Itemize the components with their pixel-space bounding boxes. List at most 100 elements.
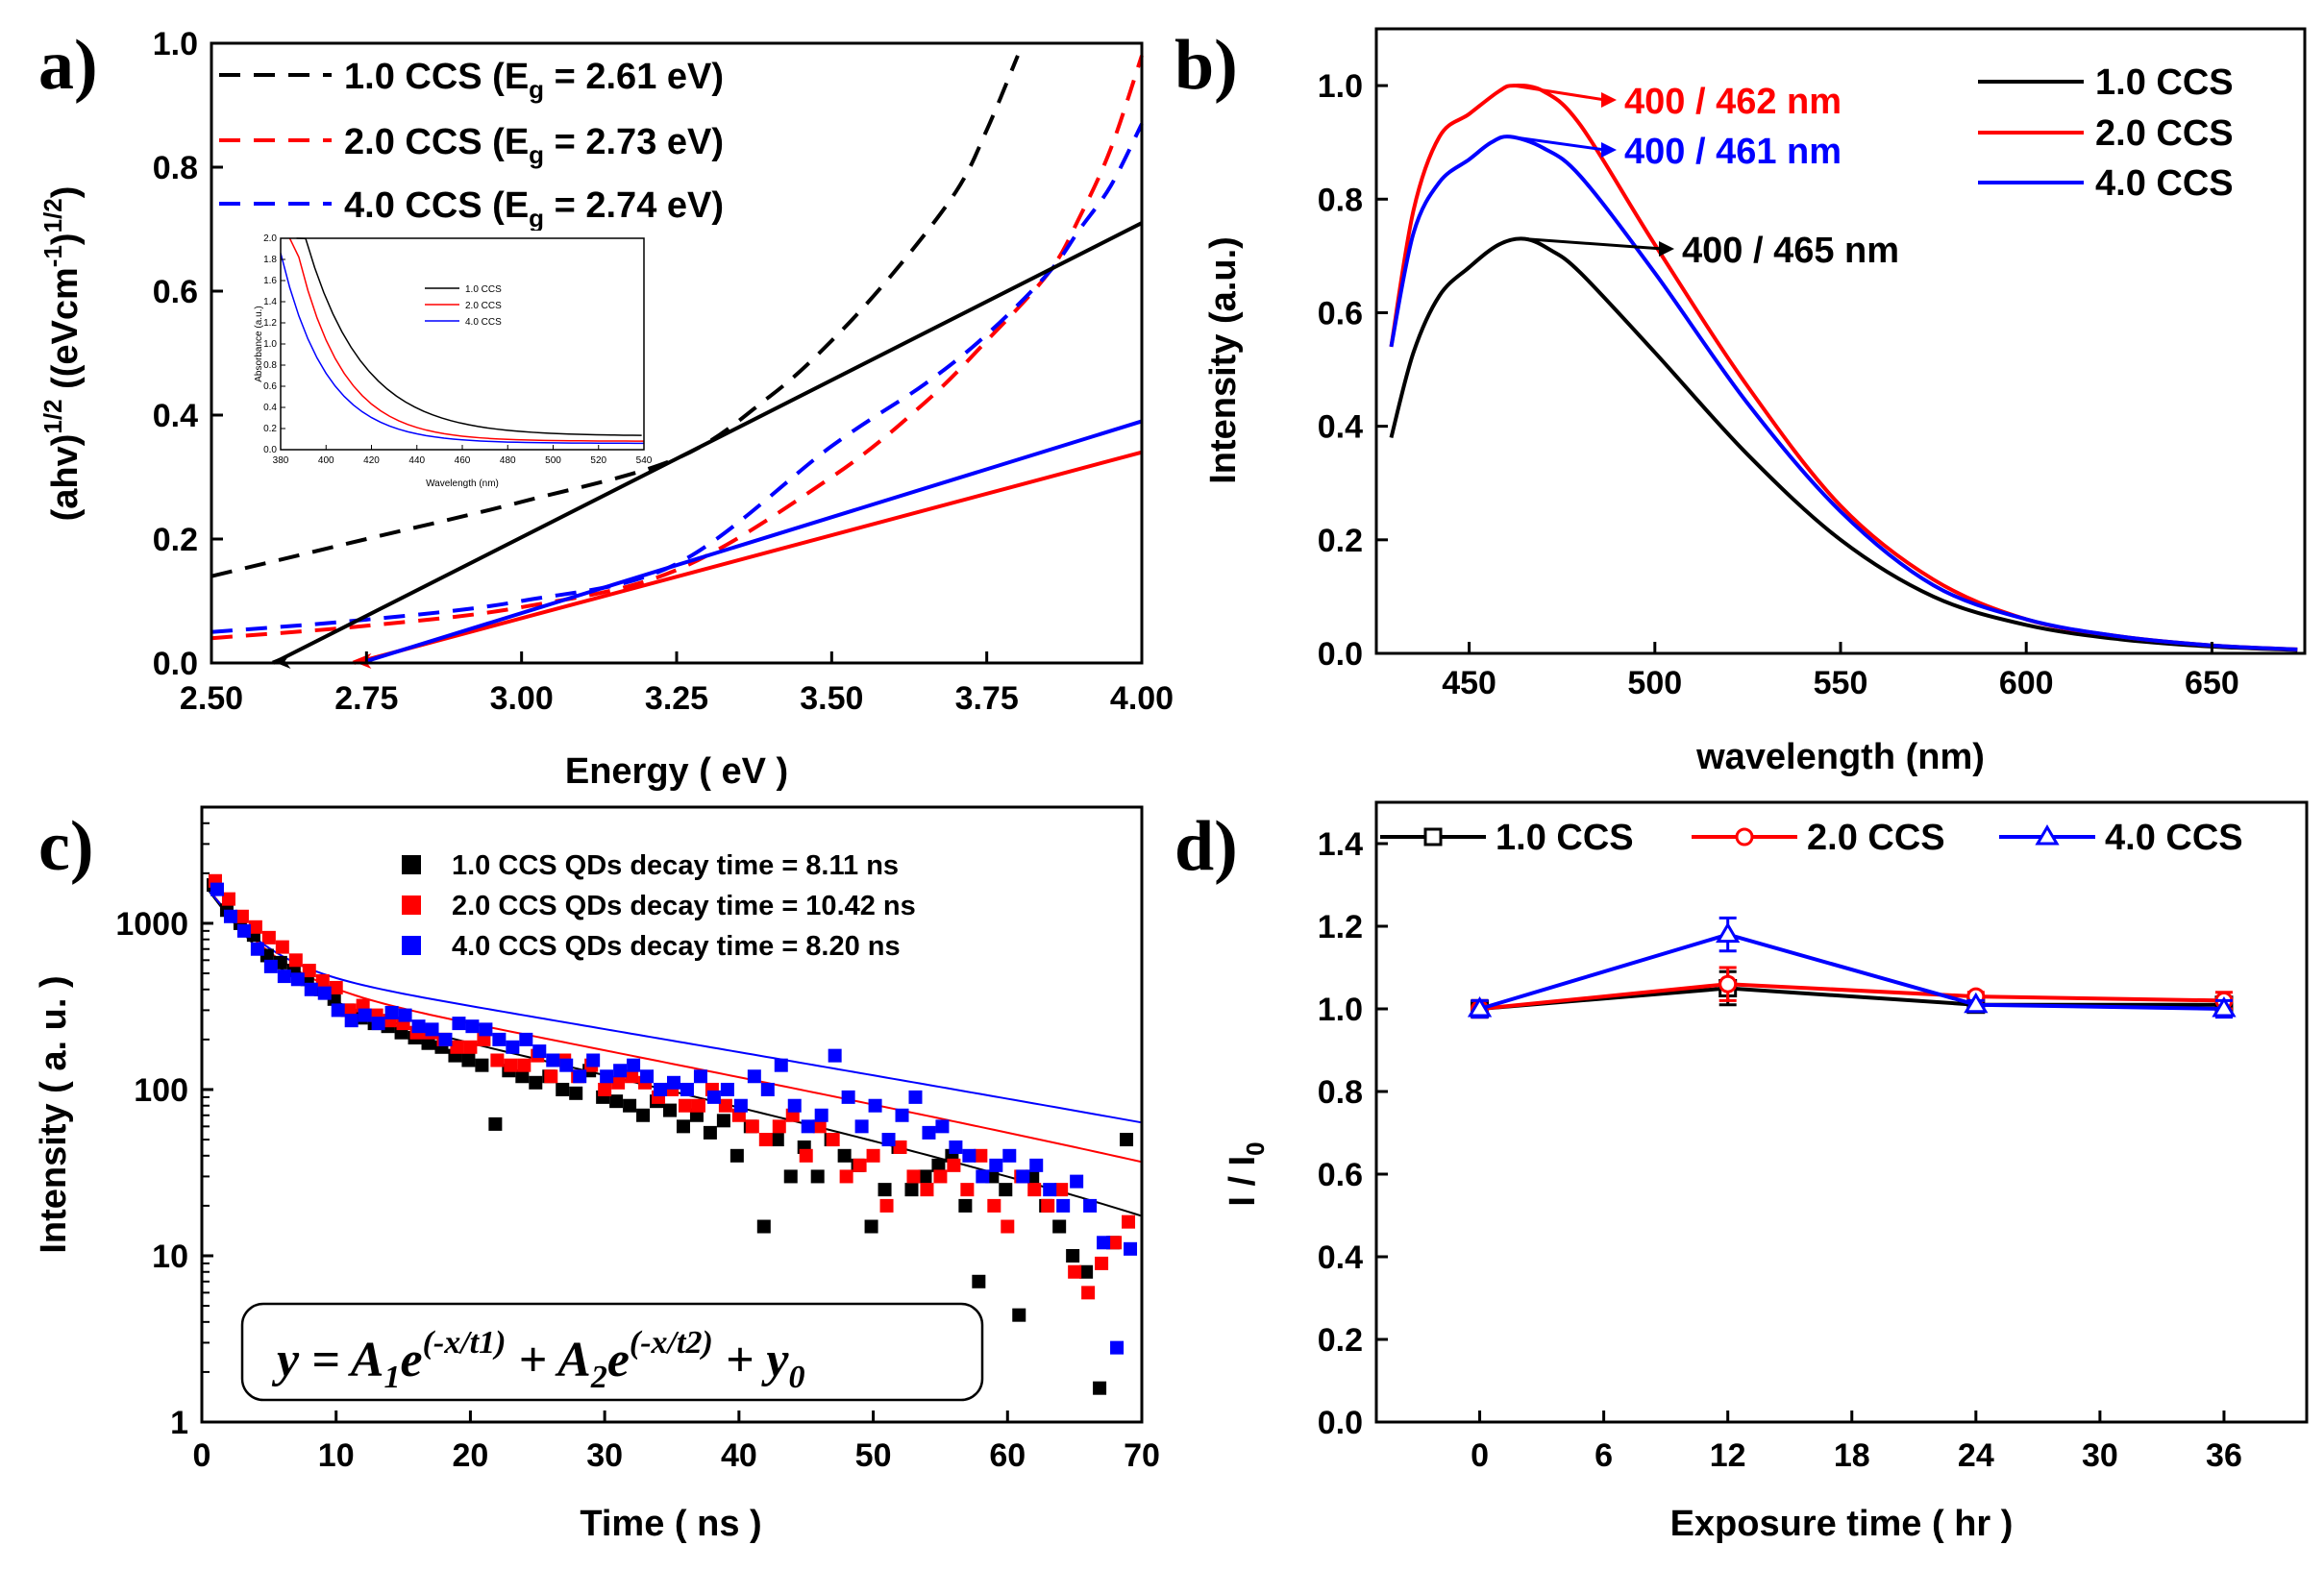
panel-d: d) 0 6 12 18 24 30 360.00.20.40.60.81.01.21.4 … xyxy=(1174,800,2309,1544)
legend-a-3: 4.0 CCS (Eg = 2.74 eV) xyxy=(344,185,724,233)
panel-c-point-2-68 xyxy=(1124,1241,1138,1256)
pa-ytick-label-1: 0.2 xyxy=(153,522,198,558)
pb-xtick-label-4: 650 xyxy=(2185,665,2239,701)
pc-xtick-label-4: 40 xyxy=(721,1437,757,1474)
panel-c-point-2-11 xyxy=(358,1008,372,1022)
panel-a-series-2 xyxy=(210,122,1144,634)
panel-c-point-2-28 xyxy=(586,1053,601,1067)
panel-c-point-1-29 xyxy=(598,1082,612,1096)
panel-b-series-2 xyxy=(1389,135,2298,651)
pd-xtick-label-4: 24 xyxy=(1958,1437,1994,1474)
legend-d-1-marker xyxy=(1423,827,1443,846)
panel-c-point-0-43 xyxy=(783,1169,798,1184)
panel-c-point-1-61 xyxy=(1027,1183,1042,1197)
panel-c-point-2-50 xyxy=(881,1133,896,1147)
inset-curve-0 xyxy=(296,237,642,436)
inset-xtick-label-7: 520 xyxy=(590,455,606,466)
panel-c-point-2-36 xyxy=(693,1069,707,1084)
panel-a-intercept-0 xyxy=(271,653,291,669)
legend-b-2: 2.0 CCS xyxy=(2095,113,2234,154)
panel-c-point-2-59 xyxy=(1002,1148,1017,1163)
inset-xlabel: Wavelength (nm) xyxy=(426,478,499,489)
panel-c-point-2-48 xyxy=(854,1119,869,1134)
legend-c-1-swatch xyxy=(402,855,421,874)
panel-d-line-2 xyxy=(1478,932,2224,1011)
legend-d-2: 2.0 CCS xyxy=(1807,818,1945,858)
panel-c-point-2-23 xyxy=(519,1032,533,1046)
panel-c-point-2-9 xyxy=(331,1003,345,1018)
panel-d-xlabel: Exposure time ( hr ) xyxy=(1670,1504,2014,1544)
panel-c-point-0-45 xyxy=(810,1169,825,1184)
panel-b-ylabel: Intensity (a.u.) xyxy=(1203,236,1244,484)
pb-ytick-label-4: 0.8 xyxy=(1318,182,1363,218)
inset-curves xyxy=(280,237,645,445)
panel-d-line-0 xyxy=(1479,986,2224,1011)
panel-c-point-1-1 xyxy=(221,892,235,906)
panel-c-point-0-49 xyxy=(864,1219,878,1234)
panel-c-point-1-66 xyxy=(1095,1256,1109,1270)
panel-c-point-1-31 xyxy=(625,1069,639,1084)
panel-c-point-1-56 xyxy=(960,1183,975,1197)
panel-c-point-0-30 xyxy=(609,1094,624,1109)
panel-c-point-2-44 xyxy=(801,1119,815,1134)
panel-c-point-1-20 xyxy=(477,1032,491,1046)
panel-c-point-2-5 xyxy=(277,969,291,984)
panel-c-point-0-39 xyxy=(729,1148,744,1163)
panel-c-point-2-20 xyxy=(479,1022,493,1037)
panel-d-legend: 1.0 CCS 2.0 CCS 4.0 CCS xyxy=(1380,818,2243,858)
panel-c-point-2-64 xyxy=(1070,1174,1084,1189)
panel-c-point-2-61 xyxy=(1029,1158,1044,1172)
pa-ytick-label-4: 0.8 xyxy=(153,150,198,186)
pd-xtick-label-6: 36 xyxy=(2206,1437,2242,1474)
panel-d-point-2-1 xyxy=(1716,921,1741,944)
panel-c-point-1-42 xyxy=(772,1119,786,1134)
pd-xtick-label-0: 0 xyxy=(1471,1437,1489,1474)
inset-xtick-label-4: 460 xyxy=(455,455,471,466)
legend-c-1: 1.0 CCS QDs decay time = 8.11 ns xyxy=(452,850,899,881)
panel-b-label: b) xyxy=(1174,26,1238,105)
pa-ytick-label-0: 0.0 xyxy=(153,646,198,682)
panel-c-point-2-30 xyxy=(613,1064,628,1078)
panel-c-point-1-55 xyxy=(947,1158,961,1172)
panel-b-ann-arrow-2 xyxy=(1524,237,1664,251)
inset-ytick-label-10: 2.0 xyxy=(263,233,277,244)
panel-c-point-0-50 xyxy=(878,1183,892,1197)
panel-c-points xyxy=(206,873,1138,1395)
panel-c-point-1-47 xyxy=(839,1169,853,1184)
panel-c-point-2-2 xyxy=(236,923,251,938)
panel-c-point-0-63 xyxy=(1052,1219,1067,1234)
panel-c-point-0-16 xyxy=(421,1036,435,1050)
pa-xtick-label-3: 3.25 xyxy=(645,680,708,717)
legend-c-2: 2.0 CCS QDs decay time = 10.42 ns xyxy=(452,891,916,921)
legend-b-3: 4.0 CCS xyxy=(2095,163,2234,204)
panel-c-point-2-35 xyxy=(680,1082,694,1096)
panel-a-series-1 xyxy=(210,55,1144,641)
panel-c-point-1-51 xyxy=(893,1140,907,1154)
panel-c-point-1-7 xyxy=(302,964,316,978)
panel-b-ann-arrow-0 xyxy=(1513,84,1606,102)
pd-xtick-label-2: 12 xyxy=(1710,1437,1746,1474)
inset-xtick-label-6: 500 xyxy=(545,455,561,466)
panel-c-xlabel: Time ( ns ) xyxy=(580,1504,761,1544)
pd-ytick-label-3: 0.6 xyxy=(1318,1157,1363,1193)
panel-c-point-2-32 xyxy=(640,1069,655,1084)
panel-c-point-2-34 xyxy=(667,1075,680,1090)
panel-c-point-0-37 xyxy=(703,1125,717,1140)
panel-c-point-2-29 xyxy=(600,1069,614,1084)
panel-b-series-0 xyxy=(1389,236,2298,652)
panel-d-label: d) xyxy=(1174,807,1238,886)
pb-ytick-label-1: 0.2 xyxy=(1318,523,1363,559)
panel-c-point-0-27 xyxy=(569,1086,583,1100)
inset-curve-2 xyxy=(280,253,645,445)
panel-a-ylabel: (ahv)1/2 ((eVcm-1)1/2) xyxy=(38,186,86,522)
pc-ytick-label-0: 1 xyxy=(170,1405,188,1441)
panel-c-point-0-34 xyxy=(663,1103,677,1117)
panel-c-point-0-47 xyxy=(837,1148,852,1163)
panel-c-point-1-44 xyxy=(799,1148,813,1163)
panel-c-point-1-19 xyxy=(463,1040,478,1054)
panel-c-point-2-51 xyxy=(895,1108,909,1122)
panel-c-fit-2 xyxy=(208,889,1143,1124)
panel-c-point-2-57 xyxy=(976,1169,990,1184)
inset-ytick-label-2: 0.4 xyxy=(263,403,277,413)
panel-c-point-2-18 xyxy=(452,1017,466,1031)
